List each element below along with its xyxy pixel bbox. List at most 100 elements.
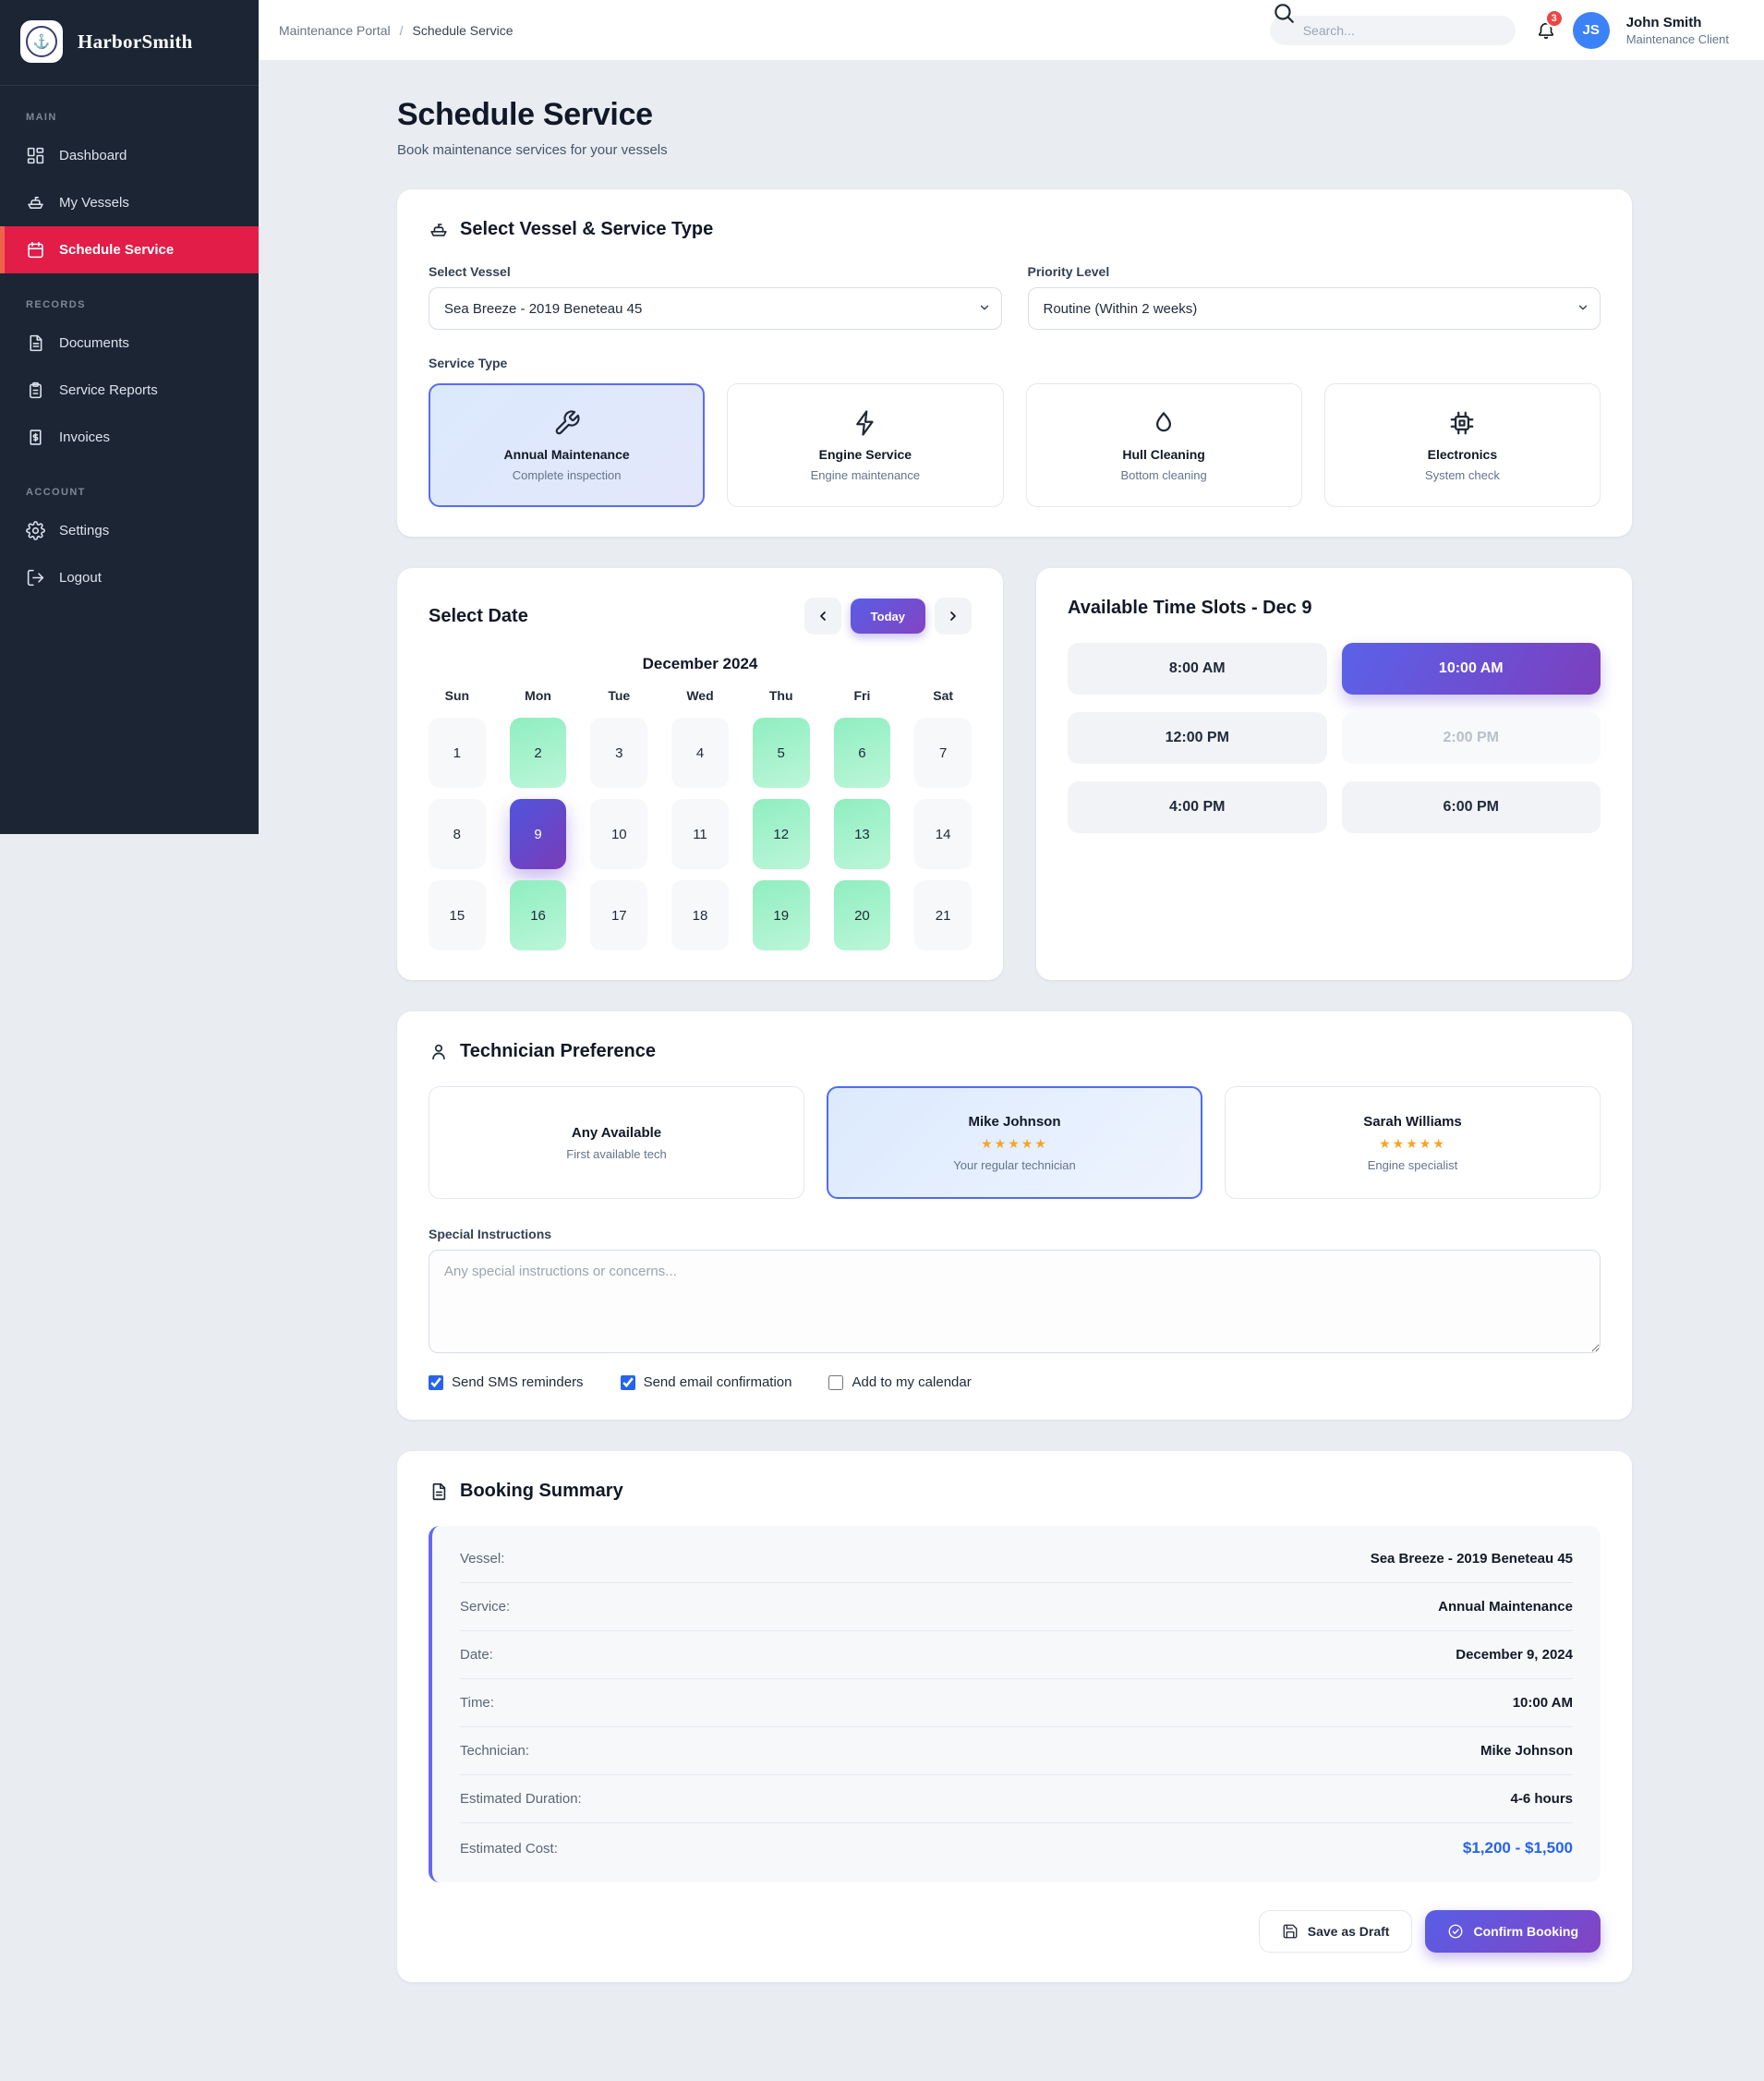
wrench-icon [553,409,581,437]
sidebar: ⚓ HarborSmith MAIN Dashboard My Vessels … [0,0,259,834]
calendar-day-16[interactable]: 16 [509,880,567,950]
calendar-day-7[interactable]: 7 [914,718,972,788]
checkbox-input-add-to-my-calendar[interactable] [828,1374,844,1390]
breadcrumb-parent[interactable]: Maintenance Portal [279,22,391,38]
technician-option-sarah-williams[interactable]: Sarah Williams ★★★★★ Engine specialist [1225,1086,1601,1199]
search-icon [1272,1,1296,25]
today-button[interactable]: Today [850,599,925,634]
sidebar-item-service-reports[interactable]: Service Reports [0,367,259,414]
booking-summary-title: Booking Summary [460,1481,623,1501]
breadcrumb-separator: / [399,22,404,38]
notification-badge: 3 [1544,8,1564,28]
calendar-day-18[interactable]: 18 [671,880,729,950]
clipboard-icon [26,381,45,400]
day-header-thu: Thu [768,688,793,703]
calendar-day-8[interactable]: 8 [429,799,486,869]
boat-icon [26,193,45,212]
sidebar-item-settings[interactable]: Settings [0,507,259,554]
next-month-button[interactable] [935,598,972,635]
chevron-right-icon [950,611,956,621]
technician-option-mike-johnson[interactable]: Mike Johnson ★★★★★ Your regular technici… [827,1086,1202,1199]
checkbox-input-send-email-confirmation[interactable] [620,1374,635,1390]
topbar: Maintenance Portal / Schedule Service 3 … [259,0,1764,60]
calendar-day-5[interactable]: 5 [752,718,810,788]
brand-name: HarborSmith [78,30,193,53]
time-slot-10-00-am[interactable]: 10:00 AM [1341,643,1601,695]
confirm-booking-button[interactable]: Confirm Booking [1425,1910,1601,1953]
search-input[interactable] [1269,15,1516,45]
sidebar-item-logout[interactable]: Logout [0,554,259,601]
calendar-day-17[interactable]: 17 [590,880,648,950]
check-circle-icon [1449,1924,1463,1939]
sidebar-item-my-vessels[interactable]: My Vessels [0,179,259,226]
calendar-day-2[interactable]: 2 [509,718,567,788]
time-slot-8-00-am[interactable]: 8:00 AM [1068,643,1327,695]
priority-select[interactable]: Routine (Within 2 weeks) [1027,287,1601,330]
page-title: Schedule Service [397,97,653,132]
time-slots-grid: 8:00 AM 10:00 AM 12:00 PM 2:00 PM 4:00 PM 6:0… [1068,643,1601,833]
calendar-month-label: December 2024 [642,655,758,672]
calendar-day-3[interactable]: 3 [590,718,648,788]
brand: ⚓ HarborSmith [0,0,259,86]
calendar-day-14[interactable]: 14 [914,799,972,869]
service-type-annual-maintenance[interactable]: Annual Maintenance Complete inspection [429,383,706,507]
avatar[interactable]: JS [1572,11,1610,49]
time-slot-12-00-pm[interactable]: 12:00 PM [1068,712,1327,764]
calendar-day-10[interactable]: 10 [590,799,648,869]
chevron-left-icon [819,611,826,621]
breadcrumb-current: Schedule Service [412,22,513,38]
checkbox-send-email-confirmation[interactable]: Send email confirmation [620,1374,791,1390]
calendar-day-13[interactable]: 13 [833,799,891,869]
calendar-day-4[interactable]: 4 [671,718,729,788]
breadcrumb: Maintenance Portal / Schedule Service [279,23,513,38]
day-header-tue: Tue [608,688,631,703]
calendar-day-9[interactable]: 9 [509,799,567,869]
time-slots-card: Available Time Slots - Dec 9 8:00 AM 10:0… [1036,568,1632,980]
sidebar-item-documents[interactable]: Documents [0,320,259,367]
service-type-hull-cleaning[interactable]: Hull Cleaning Bottom cleaning [1025,383,1302,507]
calendar-day-6[interactable]: 6 [833,718,891,788]
calendar-day-11[interactable]: 11 [671,799,729,869]
calendar-day-19[interactable]: 19 [752,880,810,950]
calendar-day-15[interactable]: 15 [429,880,486,950]
calendar-day-20[interactable]: 20 [833,880,891,950]
summary-row-service: Service: Annual Maintenance [460,1583,1573,1631]
sidebar-item-schedule-service[interactable]: Schedule Service [0,226,259,273]
sidebar-nav: MAIN Dashboard My Vessels Schedule Servi… [0,112,259,601]
vessel-select[interactable]: Sea Breeze - 2019 Beneteau 45 [429,287,1002,330]
sidebar-item-invoices[interactable]: Invoices [0,414,259,461]
summary-row-vessel: Vessel: Sea Breeze - 2019 Beneteau 45 [460,1535,1573,1583]
time-slots-title: Available Time Slots - Dec 9 [1068,598,1312,618]
checkbox-input-send-sms-reminders[interactable] [429,1374,443,1390]
service-type-label: Service Type [429,356,508,370]
user-role: Maintenance Client [1625,31,1729,46]
special-instructions-input[interactable] [429,1250,1601,1353]
summary-box: Vessel: Sea Breeze - 2019 Beneteau 45 Se… [429,1526,1601,1882]
document-icon [26,333,45,353]
summary-row-estimated-duration: Estimated Duration: 4-6 hours [460,1775,1573,1823]
day-header-fri: Fri [853,688,871,703]
day-header-wed: Wed [686,688,714,703]
service-type-electronics[interactable]: Electronics System check [1323,383,1601,507]
nav-section-label: MAIN [26,112,57,123]
calendar-day-21[interactable]: 21 [914,880,972,950]
save-draft-button[interactable]: Save as Draft [1258,1910,1413,1953]
prev-month-button[interactable] [803,598,841,635]
star-rating: ★★★★★ [981,1135,1048,1151]
document-icon [429,1482,449,1502]
time-slot-2-00-pm[interactable]: 2:00 PM [1341,712,1601,764]
page-subtitle: Book maintenance services for your vesse… [397,142,668,158]
gear-icon [26,521,45,540]
invoice-icon [26,428,45,447]
service-type-engine-service[interactable]: Engine Service Engine maintenance [727,383,1004,507]
checkbox-send-sms-reminders[interactable]: Send SMS reminders [429,1374,584,1390]
time-slot-6-00-pm[interactable]: 6:00 PM [1341,781,1601,833]
checkbox-add-to-my-calendar[interactable]: Add to my calendar [828,1374,972,1390]
calendar-day-12[interactable]: 12 [752,799,810,869]
star-rating: ★★★★★ [1379,1135,1446,1151]
technician-option-any-available[interactable]: Any Available First available tech [429,1086,804,1199]
sidebar-item-dashboard[interactable]: Dashboard [0,132,259,179]
time-slot-4-00-pm[interactable]: 4:00 PM [1068,781,1327,833]
notification-bell-icon[interactable]: 3 [1536,8,1564,41]
calendar-day-1[interactable]: 1 [429,718,486,788]
